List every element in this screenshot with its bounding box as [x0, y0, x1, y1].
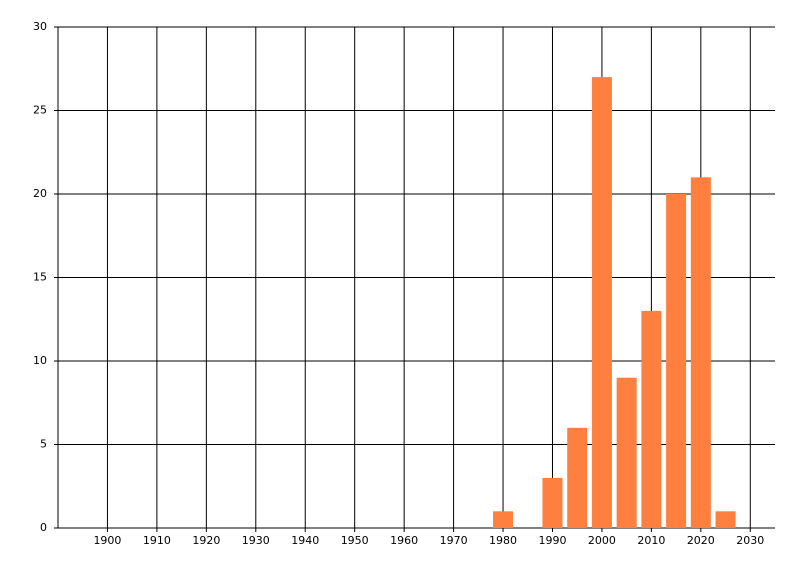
x-tick-label: 1990: [538, 534, 566, 547]
bar: [666, 194, 687, 528]
x-tick-label: 1910: [143, 534, 171, 547]
bar: [567, 427, 588, 528]
y-tick-label: 5: [40, 438, 47, 451]
x-tick-label: 1980: [489, 534, 517, 547]
bar: [591, 77, 612, 528]
x-tick-label: 1920: [192, 534, 220, 547]
x-tick-label: 1950: [341, 534, 369, 547]
x-tick-label: 1900: [93, 534, 121, 547]
x-tick-label: 2000: [588, 534, 616, 547]
y-tick-label: 0: [40, 521, 47, 534]
y-tick-label: 25: [33, 104, 47, 117]
bar: [493, 511, 514, 528]
y-tick-label: 30: [33, 20, 47, 33]
x-tick-label: 2020: [687, 534, 715, 547]
y-tick-label: 15: [33, 271, 47, 284]
x-tick-label: 1960: [390, 534, 418, 547]
bar: [616, 377, 637, 528]
y-tick-label: 10: [33, 354, 47, 367]
bar: [715, 511, 736, 528]
x-tick-label: 1940: [291, 534, 319, 547]
bar: [690, 177, 711, 529]
bar: [542, 477, 563, 528]
x-tick-label: 2010: [637, 534, 665, 547]
y-tick-label: 20: [33, 187, 47, 200]
bar: [641, 310, 662, 528]
x-tick-label: 1970: [440, 534, 468, 547]
x-tick-label: 1930: [242, 534, 270, 547]
x-tick-label: 2030: [736, 534, 764, 547]
